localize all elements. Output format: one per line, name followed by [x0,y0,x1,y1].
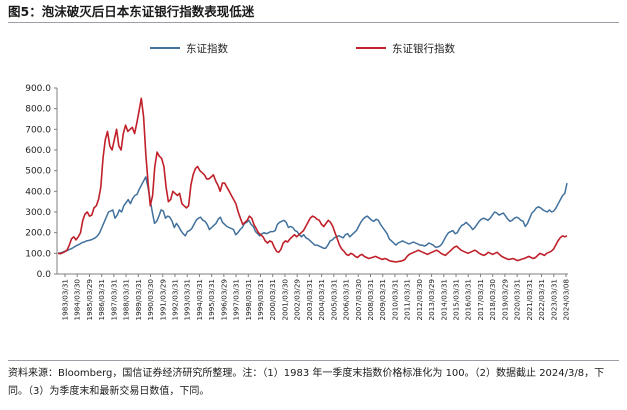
x-tick-label: 2013/03/29 [427,279,436,321]
x-tick-label: 1999/03/31 [256,279,265,320]
y-tick-label: 600.0 [25,146,51,156]
y-tick-label: 200.0 [25,229,51,239]
y-tick-label: 100.0 [25,249,51,259]
legend-label-topix: 东证指数 [186,42,228,55]
x-tick-label: 2011/03/31 [403,279,412,320]
x-tick-label: 1997/03/31 [232,279,241,320]
x-tick-label: 2019/03/29 [500,279,509,321]
x-tick-label: 2022/03/31 [537,279,546,320]
x-tick-label: 1985/03/29 [85,279,94,321]
x-tick-label: 2007/03/30 [354,279,363,321]
x-tick-label: 2001/03/30 [280,279,289,321]
x-tick-label: 2005/03/31 [329,279,338,320]
legend-swatch-topix [150,47,180,49]
footer-divider [8,360,619,361]
x-tick-label: 2018/03/30 [488,279,497,321]
y-tick-label: 900.0 [25,84,51,94]
title-divider [8,22,619,23]
x-tick-label: 1984/03/30 [73,279,82,321]
x-tick-label: 1990/03/30 [146,279,155,321]
x-tick-label: 2000/03/31 [268,279,277,320]
x-tick-label: 1989/03/31 [134,279,143,320]
series-line-topix [57,176,568,255]
x-tick-label: 2012/03/30 [415,279,424,321]
y-tick-label: 500.0 [25,167,51,177]
source-note: 资料来源：Bloomberg，国信证券经济研究所整理。注：（1）1983 年一季… [8,368,605,397]
y-tick-label: 0.0 [37,270,52,280]
x-tick-label: 1993/03/31 [183,279,192,320]
legend-label-bank: 东证银行指数 [392,42,455,55]
x-tick-label: 1994/03/31 [195,279,204,320]
x-tick-label: 1992/03/31 [170,279,179,320]
x-tick-label: 1991/03/29 [158,279,167,321]
x-tick-label: 2015/03/31 [452,279,461,320]
x-tick-label: 2004/03/31 [317,279,326,320]
x-tick-label: 1995/03/31 [207,279,216,320]
x-tick-label: 2016/03/31 [464,279,473,320]
y-tick-label: 700.0 [25,125,51,135]
x-tick-label: 2006/03/31 [342,279,351,320]
x-tick-label: 1988/03/31 [122,279,131,320]
x-tick-label: 2021/03/31 [525,279,534,320]
x-tick-label: 2024/03/08 [562,279,571,321]
x-tick-label: 2003/03/31 [305,279,314,320]
legend-item-bank: 东证银行指数 [356,40,455,56]
legend-item-topix: 东证指数 [150,40,228,56]
y-tick-label: 300.0 [25,208,51,218]
line-chart: 0.0 100.0 200.0 300.0 400.0 500.0 600.0 700.0 80… [25,84,571,321]
series-line-bank [57,97,568,263]
x-tick-label: 1983/03/31 [61,279,70,320]
x-tick-label: 2008/03/31 [366,279,375,320]
x-tick-label: 2017/03/31 [476,279,485,320]
x-tick-label: 2020/03/31 [513,279,522,320]
x-tick-label: 2009/03/31 [378,279,387,320]
x-tick-label: 1996/03/29 [219,279,228,321]
x-tick-label: 1986/03/31 [97,279,106,320]
x-tick-label: 1987/03/31 [109,279,118,320]
x-tick-label: 2023/03/31 [549,279,558,320]
x-tick-label: 1998/03/31 [244,279,253,320]
y-tick-label: 800.0 [25,105,51,115]
x-tick-label: 2002/03/29 [293,279,302,321]
legend-swatch-bank [356,47,386,49]
x-tick-label: 2014/03/31 [439,279,448,320]
y-tick-label: 400.0 [25,187,51,197]
x-tick-label: 2010/03/31 [390,279,399,320]
figure-title: 图5：泡沫破灭后日本东证银行指数表现低迷 [8,4,255,19]
